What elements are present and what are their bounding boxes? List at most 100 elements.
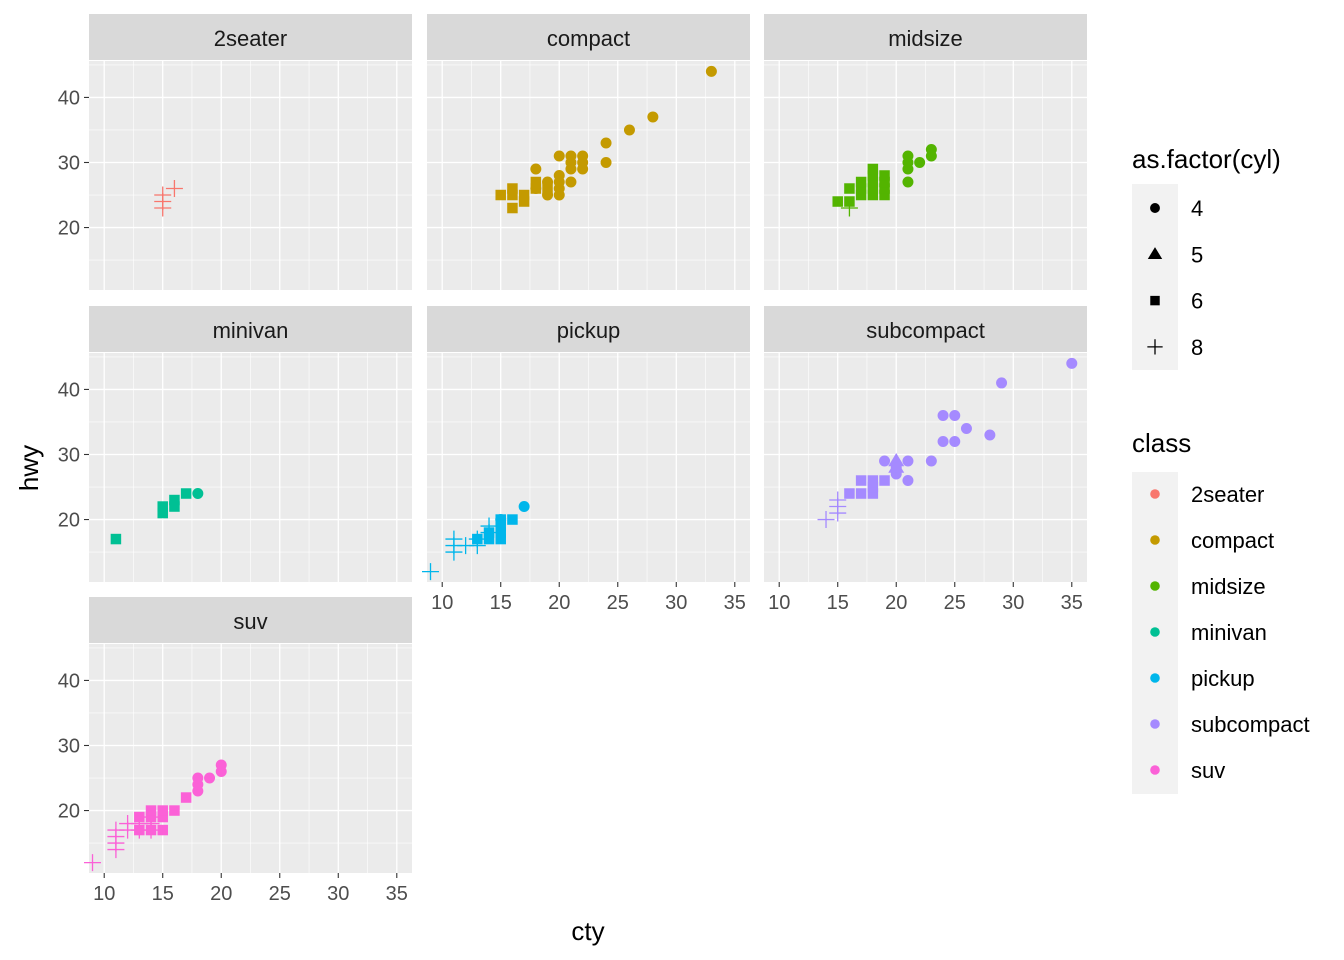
data-point-plus — [422, 563, 440, 581]
x-tick-label: 25 — [607, 592, 629, 614]
data-point-circle — [902, 455, 914, 467]
data-point-plus — [829, 491, 847, 509]
facet-panel-2seater: 2seater 20 30 40 — [58, 14, 412, 290]
legend-shape-items: 4 5 6 8 — [1132, 184, 1203, 370]
data-point-square — [518, 189, 530, 201]
data-point-square — [169, 494, 180, 506]
y-tick-label: 30 — [58, 735, 80, 757]
x-axis-title: cty — [571, 916, 604, 946]
data-point-square — [483, 527, 495, 538]
data-point-circle — [984, 429, 996, 441]
data-point-circle — [542, 176, 554, 188]
facet-strip — [764, 306, 1087, 352]
facet-panel-subcompact: subcompact 10 15 20 25 30 35 — [764, 306, 1087, 614]
data-point-triangle — [888, 452, 905, 467]
data-point-circle — [553, 170, 565, 181]
data-point-circle — [215, 759, 227, 771]
data-point-square — [867, 189, 879, 201]
legend-key-suv — [1150, 765, 1160, 775]
data-point-square — [180, 792, 192, 803]
legend-key-square — [1150, 295, 1160, 306]
x-tick-label: 20 — [548, 592, 570, 614]
data-point-circle — [902, 150, 914, 162]
data-point-circle — [600, 137, 612, 149]
facet-strip-label: midsize — [888, 26, 963, 51]
facet-strip-label: pickup — [557, 318, 621, 343]
data-point-circle — [553, 150, 565, 162]
data-point-plus — [445, 530, 463, 548]
x-tick-label: 20 — [210, 883, 232, 905]
data-point-plus — [817, 511, 835, 529]
data-point-square — [157, 824, 168, 836]
legend-shape: as.factor(cyl) 4 5 6 8 — [1132, 144, 1281, 370]
data-point-square — [867, 170, 879, 181]
legend-color-title: class — [1132, 428, 1191, 458]
data-point-square — [145, 824, 157, 836]
data-point-circle — [542, 189, 554, 201]
data-point-square — [507, 189, 518, 201]
data-point-square — [855, 189, 867, 201]
data-point-circle — [996, 377, 1008, 389]
data-point-square — [110, 533, 122, 545]
legend-shape-title: as.factor(cyl) — [1132, 144, 1281, 174]
legend-key-subcompact — [1150, 719, 1160, 729]
x-tick-label: 30 — [1002, 592, 1024, 614]
legend-shape-label: 4 — [1191, 196, 1203, 221]
x-tick-label: 15 — [152, 883, 174, 905]
data-point-circle — [937, 435, 949, 447]
data-point-circle — [204, 772, 216, 784]
legend-color-label: pickup — [1191, 666, 1255, 691]
facet-strip — [764, 14, 1087, 60]
facet-panel-pickup: pickup 10 15 20 25 30 35 — [422, 306, 750, 614]
data-point-square — [879, 475, 890, 486]
y-tick-label: 40 — [58, 670, 80, 692]
data-point-square — [879, 170, 890, 181]
data-point-circle — [192, 772, 204, 784]
data-point-circle — [565, 150, 577, 162]
legend-color-label: midsize — [1191, 574, 1266, 599]
data-point-square — [867, 481, 879, 493]
data-point-circle — [879, 455, 891, 467]
data-point-square — [134, 811, 145, 823]
data-point-circle — [925, 455, 937, 467]
x-tick-label: 25 — [944, 592, 966, 614]
data-point-square — [855, 176, 867, 188]
facet-strip-label: minivan — [213, 318, 289, 343]
data-point-plus — [165, 180, 183, 198]
legend-color-items: 2seater compact midsize minivan pickup subcom… — [1132, 472, 1310, 794]
facet-strip — [427, 306, 750, 352]
data-point-square — [169, 501, 180, 512]
facet-strip — [89, 14, 412, 60]
facet-strip-label: suv — [233, 609, 267, 634]
data-point-circle — [553, 189, 565, 201]
data-point-circle — [577, 150, 589, 162]
data-point-square — [495, 527, 506, 538]
data-point-square — [879, 189, 890, 201]
legend-color-label: 2seater — [1191, 482, 1264, 507]
y-tick-label: 30 — [58, 152, 80, 174]
facet-strip — [427, 14, 750, 60]
x-tick-label: 35 — [724, 592, 746, 614]
data-point-circle — [518, 501, 530, 513]
data-point-square — [483, 533, 495, 545]
facet-strip — [89, 306, 412, 352]
data-point-square — [867, 176, 879, 188]
facet-strip-label: subcompact — [866, 318, 985, 343]
data-point-circle — [495, 514, 507, 526]
x-tick-label: 30 — [665, 592, 687, 614]
data-point-square — [530, 176, 542, 188]
data-point-square — [145, 811, 157, 823]
data-point-square — [844, 488, 855, 499]
facet-panel-minivan: minivan 20 30 40 — [58, 306, 412, 582]
data-point-square — [518, 196, 530, 207]
data-point-circle — [705, 65, 717, 77]
legend-key-triangle — [1147, 247, 1163, 259]
data-point-circle — [647, 111, 659, 123]
data-point-square — [495, 189, 506, 201]
data-point-circle — [890, 462, 902, 473]
data-point-square — [157, 507, 168, 519]
x-tick-label: 35 — [1061, 592, 1083, 614]
facet-panel-midsize: midsize — [764, 14, 1087, 290]
data-point-square — [157, 501, 168, 512]
